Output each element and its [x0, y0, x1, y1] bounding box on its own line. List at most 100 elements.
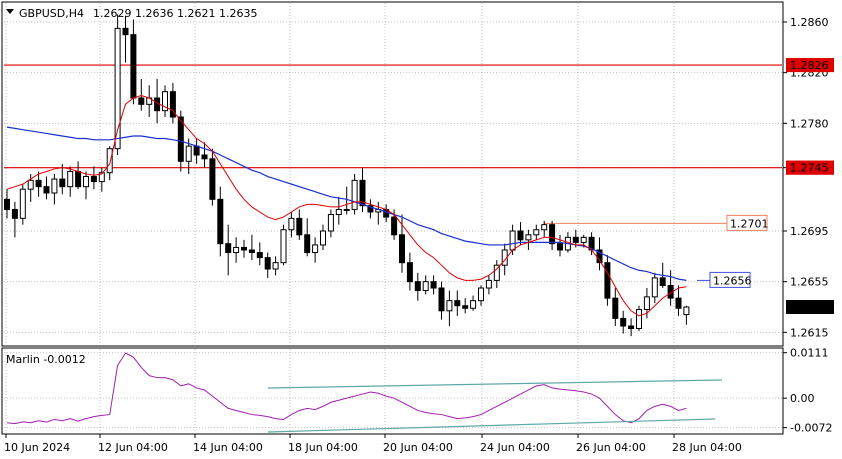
candle	[320, 224, 326, 250]
candle	[201, 142, 208, 168]
candle	[478, 285, 484, 306]
candle-body-bull	[343, 208, 350, 211]
candle-body-bear	[628, 325, 635, 330]
candle-body-bear	[557, 243, 563, 251]
candle	[241, 239, 247, 258]
candle-body-bear	[549, 224, 556, 245]
candle	[272, 256, 279, 276]
candle-body-bull	[335, 208, 342, 216]
candle-body-bear	[90, 176, 97, 183]
candle	[248, 234, 255, 261]
ohlc-values: 1.2629 1.2636 1.2621 1.2635	[93, 7, 257, 20]
candle	[11, 201, 18, 238]
candle-body-bull	[422, 281, 429, 292]
osc-upper-trendline[interactable]	[267, 379, 723, 389]
candle-body-bull	[233, 246, 240, 254]
candle-body-bear	[4, 198, 10, 210]
candle-body-bear	[11, 208, 18, 219]
osc-tick-label: -0.0072	[790, 422, 832, 435]
candle	[406, 252, 413, 291]
candle	[288, 212, 295, 238]
candle-body-bear	[193, 145, 200, 156]
target-1.2656-label: 1.2656	[713, 274, 752, 287]
candle-body-bear	[122, 27, 129, 36]
candle-body-bull	[493, 264, 500, 281]
candle	[4, 189, 10, 219]
candle	[169, 82, 176, 124]
candle	[209, 148, 216, 206]
candle-body-bear	[391, 216, 398, 236]
osc-lower-trendline[interactable]	[267, 418, 716, 433]
candle-body-bull	[643, 296, 650, 311]
candle	[430, 275, 437, 295]
osc-tick-label: 0.00	[790, 392, 815, 405]
candle-body-bull	[162, 91, 168, 112]
candle	[98, 167, 105, 192]
candle	[114, 14, 121, 155]
price-tick-label: 1.2780	[790, 117, 829, 130]
candle-body-bear	[675, 297, 682, 309]
candle	[675, 285, 682, 316]
candle	[438, 281, 445, 320]
candle-body-bear	[659, 277, 666, 286]
target-1.2701-box	[726, 214, 768, 231]
candle	[683, 305, 690, 325]
candle	[233, 237, 240, 263]
candle	[264, 252, 271, 278]
candle-body-bull	[114, 27, 121, 150]
candle	[351, 174, 358, 215]
candle-body-bull	[288, 217, 295, 231]
candle	[19, 184, 26, 225]
time-axis: 10 Jun 2024 12 Jun 04:00 14 Jun 04:00 18 Ju…	[4, 434, 742, 454]
candle-body-bull	[27, 179, 34, 190]
time-tick-label: 18 Jun 04:00	[288, 441, 358, 454]
time-tick-label: 20 Jun 04:00	[383, 441, 453, 454]
candle-body-bear	[414, 281, 421, 292]
collapse-triangle-icon[interactable]	[6, 9, 14, 14]
price-axis: 1.28261.27451.28601.28201.27801.27451.26…	[783, 16, 834, 339]
candle	[651, 272, 658, 304]
candle-body-bull	[509, 230, 516, 251]
candle	[327, 209, 334, 238]
candle	[485, 275, 492, 295]
current-price-label: 1.2635	[790, 301, 829, 314]
candle	[462, 298, 469, 314]
candle	[620, 310, 627, 334]
candle	[533, 224, 540, 240]
candle	[628, 318, 635, 337]
candle	[612, 288, 619, 326]
candle-body-bear	[359, 179, 366, 207]
candle	[414, 272, 421, 301]
candle-body-bear	[241, 246, 247, 251]
candle-body-bear	[612, 297, 619, 319]
candle-body-bear	[264, 257, 271, 270]
candle-body-bull	[470, 300, 477, 309]
candle-body-bear	[43, 186, 50, 194]
time-tick-label: 12 Jun 04:00	[98, 441, 168, 454]
candles	[4, 14, 690, 337]
candle	[557, 234, 563, 257]
candle	[122, 15, 129, 63]
current-price-tag	[786, 300, 834, 314]
candle-body-bear	[35, 179, 42, 188]
candle-body-bear	[572, 236, 579, 243]
candle-body-bull	[683, 306, 690, 316]
candle-body-bull	[272, 262, 279, 270]
candle	[43, 176, 50, 200]
candle	[636, 305, 642, 332]
candle-body-bull	[525, 234, 532, 241]
level-1.2745-axis-text: 1.2745	[790, 162, 829, 175]
level-1.2745-axis-tag	[786, 160, 834, 175]
candle-body-bull	[312, 244, 319, 254]
candle-body-bull	[533, 229, 540, 236]
time-tick-label: 26 Jun 04:00	[576, 441, 646, 454]
candle-body-bear	[209, 158, 216, 200]
candle-body-bear	[177, 116, 184, 162]
candle-body-bear	[169, 91, 176, 118]
symbol-timeframe: GBPUSD,H4	[19, 7, 84, 20]
candle-body-bull	[67, 170, 74, 188]
target-lines: 1.2701 1.2656	[544, 214, 769, 288]
oscillator-title: Marlin -0.0012	[6, 353, 86, 366]
candle	[422, 275, 429, 295]
candle-body-bull	[185, 145, 192, 162]
